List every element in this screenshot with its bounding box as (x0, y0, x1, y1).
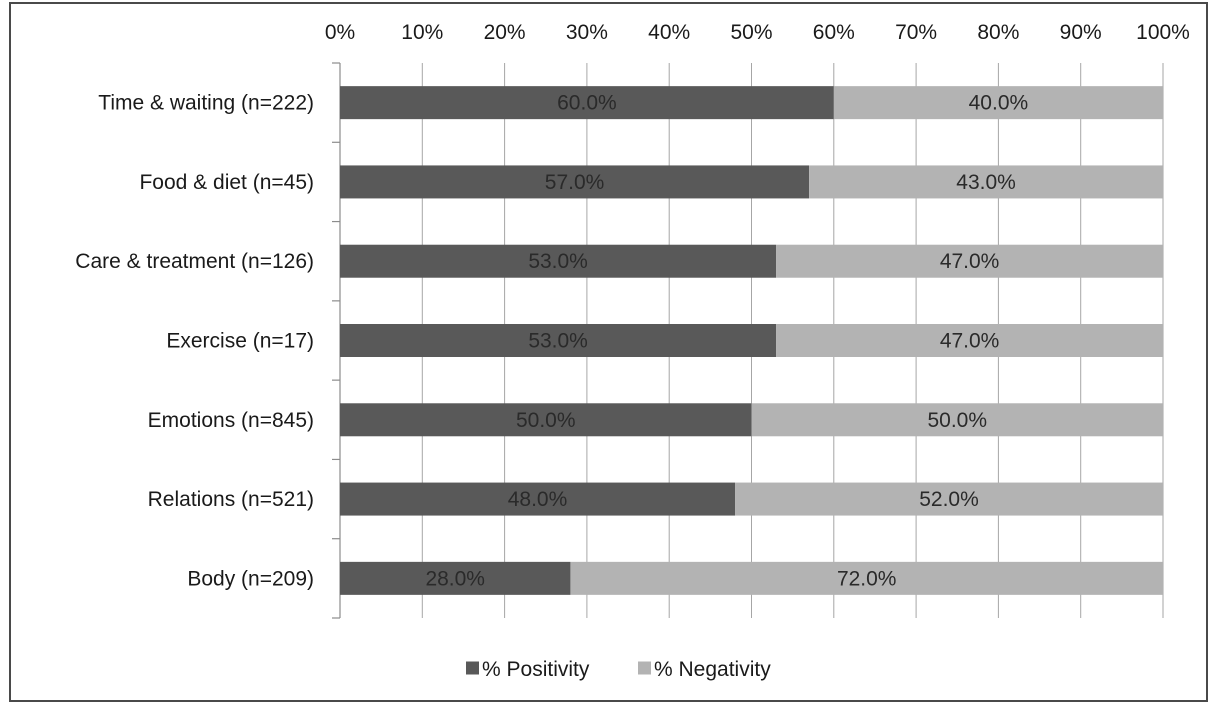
bar-segment-negativity (751, 403, 1163, 437)
category-label: Food & diet (n=45) (139, 171, 314, 194)
bar-segment-positivity (340, 165, 810, 199)
legend-label: % Positivity (482, 658, 590, 681)
x-tick-label: 20% (484, 21, 526, 44)
data-label: 28.0% (425, 567, 485, 590)
x-tick-label: 30% (566, 21, 608, 44)
category-label: Care & treatment (n=126) (75, 250, 314, 273)
data-label: 50.0% (516, 409, 576, 432)
x-tick-label: 70% (895, 21, 937, 44)
legend-label: % Negativity (654, 658, 771, 681)
category-label: Exercise (n=17) (166, 330, 314, 353)
bar-segment-positivity (340, 244, 777, 278)
category-label: Emotions (n=845) (148, 409, 314, 432)
legend-swatch-negativity (638, 661, 651, 675)
category-label: Body (n=209) (187, 567, 314, 590)
data-label: 47.0% (940, 330, 1000, 353)
bar-segment-negativity (776, 244, 1163, 278)
data-label: 57.0% (545, 171, 605, 194)
data-label: 72.0% (837, 567, 897, 590)
bar-segment-positivity (340, 324, 777, 357)
data-label: 48.0% (508, 488, 568, 511)
x-tick-label: 100% (1136, 21, 1190, 44)
x-tick-label: 60% (813, 21, 855, 44)
bar-segment-positivity (340, 403, 752, 437)
data-label: 50.0% (927, 409, 987, 432)
x-tick-label: 90% (1060, 21, 1102, 44)
bar-segment-negativity (776, 324, 1163, 357)
bar-segment-negativity (570, 561, 1163, 595)
data-label: 53.0% (528, 250, 588, 273)
data-label: 53.0% (528, 330, 588, 353)
data-label: 52.0% (919, 488, 979, 511)
x-tick-label: 10% (401, 21, 443, 44)
bar-segment-negativity (809, 165, 1163, 199)
bar-segment-negativity (833, 86, 1163, 120)
bar-segment-positivity (340, 482, 736, 516)
bar-segment-positivity (340, 561, 571, 595)
x-tick-label: 0% (325, 21, 355, 44)
data-label: 60.0% (557, 92, 617, 115)
x-tick-label: 50% (730, 21, 772, 44)
category-label: Time & waiting (n=222) (98, 92, 314, 115)
data-label: 40.0% (969, 92, 1029, 115)
category-label: Relations (n=521) (148, 488, 314, 511)
x-tick-label: 40% (648, 21, 690, 44)
bar-segment-negativity (735, 482, 1163, 516)
data-label: 47.0% (940, 250, 1000, 273)
bar-segment-positivity (340, 86, 834, 120)
legend-swatch-positivity (466, 661, 479, 675)
data-label: 43.0% (956, 171, 1016, 194)
x-tick-label: 80% (977, 21, 1019, 44)
